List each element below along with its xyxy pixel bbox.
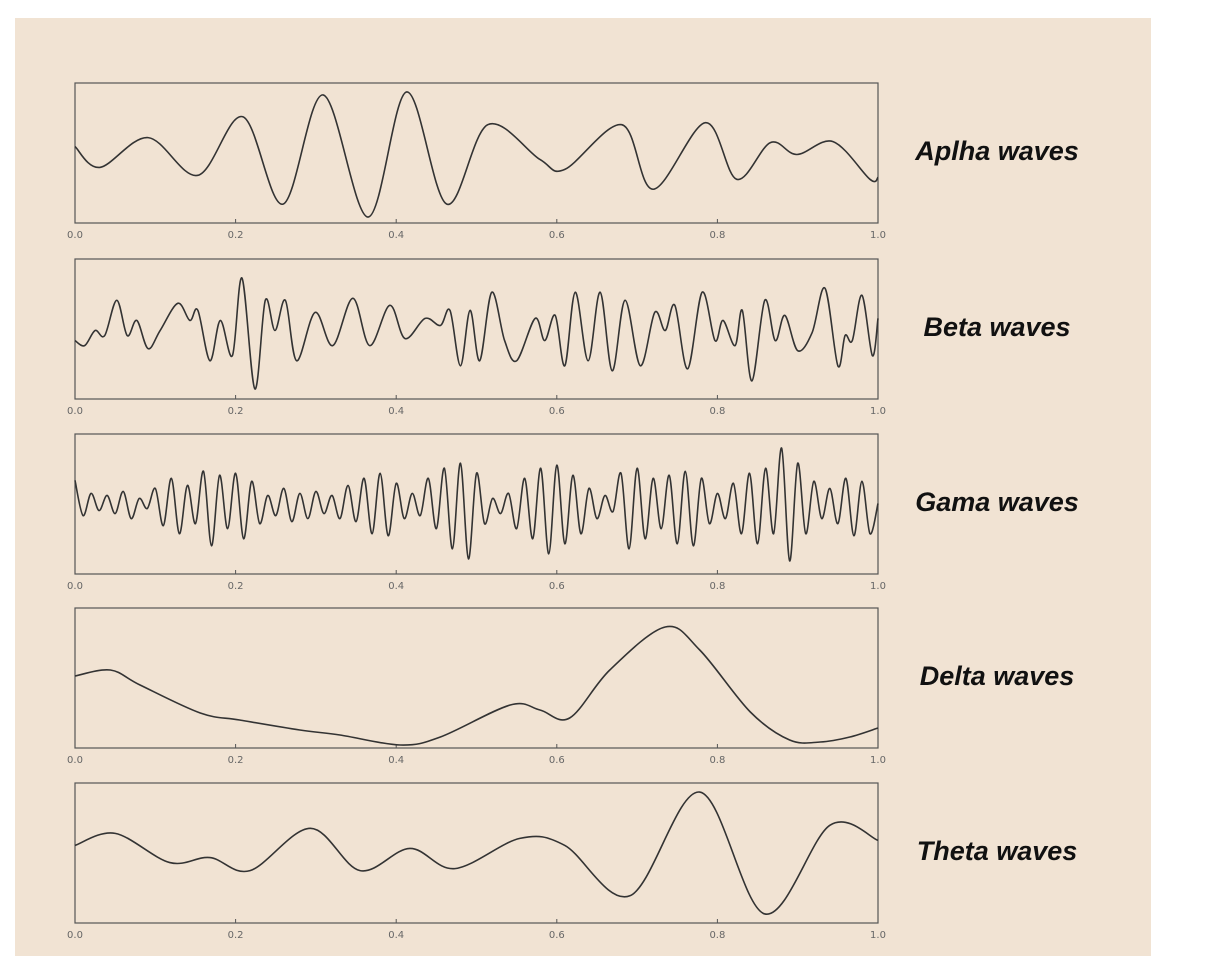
x-tick-label: 0.6	[549, 230, 565, 241]
x-tick-label: 0.2	[228, 230, 244, 241]
x-tick-label: 1.0	[870, 581, 886, 592]
wave-line	[74, 625, 879, 746]
x-tick-label: 0.4	[388, 581, 404, 592]
x-tick-label: 0.2	[228, 930, 244, 941]
background	[15, 18, 1151, 956]
wave-line	[74, 447, 879, 562]
x-tick-label: 0.6	[549, 930, 565, 941]
x-tick-label: 0.2	[228, 755, 244, 766]
x-tick-label: 0.2	[228, 406, 244, 417]
wave-title: Beta waves	[923, 312, 1070, 342]
x-tick-label: 0.6	[549, 406, 565, 417]
plot-frame	[74, 82, 879, 224]
x-tick-label: 0.6	[549, 755, 565, 766]
plot-frame	[74, 258, 879, 400]
x-tick-label: 0.2	[228, 581, 244, 592]
x-tick-label: 0.0	[67, 406, 83, 417]
plot-frame	[74, 782, 879, 924]
x-tick-label: 0.0	[67, 930, 83, 941]
x-tick-label: 0.0	[67, 581, 83, 592]
x-tick-label: 0.4	[388, 755, 404, 766]
x-tick-label: 1.0	[870, 755, 886, 766]
x-tick-label: 0.0	[67, 230, 83, 241]
x-tick-label: 0.4	[388, 230, 404, 241]
wave-title: Delta waves	[920, 661, 1075, 691]
x-tick-label: 0.4	[388, 930, 404, 941]
x-tick-label: 0.8	[709, 930, 725, 941]
wave-title: Gama waves	[915, 487, 1079, 517]
x-tick-label: 0.8	[709, 755, 725, 766]
x-tick-label: 0.8	[709, 230, 725, 241]
wave-line	[74, 791, 879, 915]
x-tick-label: 1.0	[870, 230, 886, 241]
wave-title: Aplha waves	[914, 136, 1079, 166]
x-tick-label: 1.0	[870, 406, 886, 417]
x-tick-label: 0.4	[388, 406, 404, 417]
wave-line	[74, 91, 879, 218]
x-tick-label: 0.8	[709, 581, 725, 592]
plot-frame	[74, 607, 879, 749]
x-tick-label: 1.0	[870, 930, 886, 941]
wave-line	[74, 277, 879, 390]
x-tick-label: 0.6	[549, 581, 565, 592]
x-tick-label: 0.8	[709, 406, 725, 417]
x-tick-label: 0.0	[67, 755, 83, 766]
wave-title: Theta waves	[917, 836, 1078, 866]
